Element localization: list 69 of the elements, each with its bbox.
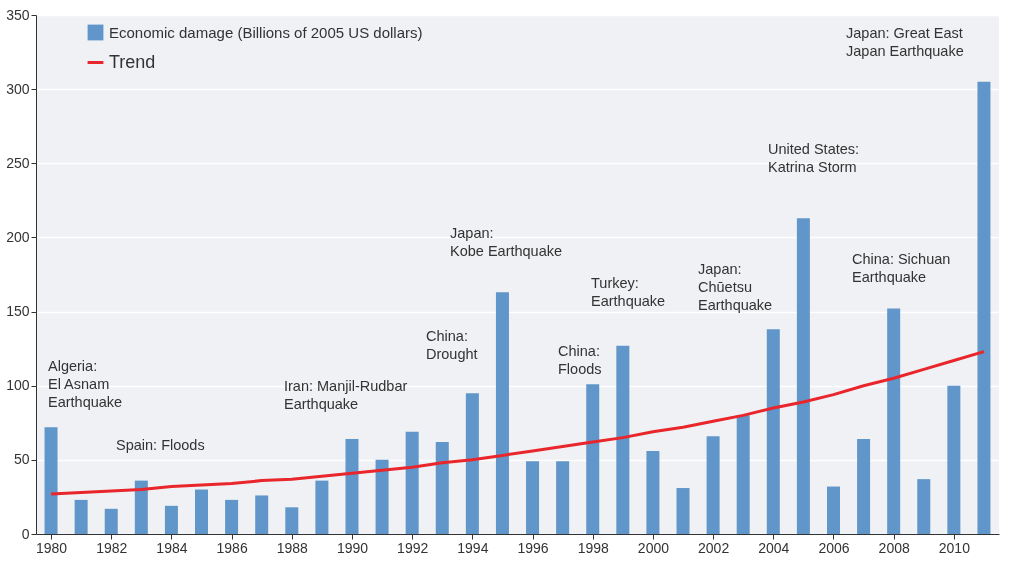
- legend-label: Economic damage (Billions of 2005 US dollars): [109, 23, 423, 41]
- x-tick-label: 2010: [938, 539, 971, 556]
- x-tick-label: 1992: [397, 539, 429, 556]
- bar: [134, 480, 148, 534]
- bar: [465, 393, 479, 534]
- annotation: China: Sichuan Earthquake: [852, 251, 951, 285]
- bar: [977, 81, 991, 534]
- x-tick-label: 1988: [276, 539, 309, 556]
- x-tick-label: 1996: [517, 539, 549, 556]
- bar: [556, 461, 570, 534]
- x-tick-label: 1994: [457, 539, 489, 556]
- bar: [74, 499, 88, 534]
- x-tick-label: 2000: [637, 539, 670, 556]
- x-tick-label: 1998: [577, 539, 610, 556]
- annotation: Japan: Chūetsu Earthquake: [698, 261, 773, 313]
- annotation: Turkey: Earthquake: [591, 275, 666, 309]
- bar: [225, 499, 239, 534]
- bar: [375, 459, 389, 534]
- annotation: Iran: Manjil-Rudbar Earthquake: [284, 378, 408, 412]
- bar: [646, 450, 660, 534]
- bar: [405, 431, 419, 534]
- y-tick-label: 50: [13, 451, 30, 468]
- y-tick-label: 150: [6, 303, 30, 320]
- annotation: Japan: Great East Japan Earthquake: [846, 25, 964, 59]
- x-tick-label: 1986: [216, 539, 248, 556]
- bar: [947, 385, 961, 534]
- y-tick-label: 300: [6, 80, 30, 97]
- annotation: United States: Katrina Storm: [768, 141, 860, 175]
- x-tick-label: 2006: [818, 539, 850, 556]
- annotation: Japan: Kobe Earthquake: [450, 225, 563, 259]
- bar: [164, 505, 178, 534]
- legend-label: Trend: [109, 51, 156, 72]
- x-tick-label: 1980: [35, 539, 68, 556]
- bar: [917, 479, 931, 534]
- y-tick-label: 200: [6, 228, 30, 245]
- bar: [857, 439, 871, 534]
- bar: [706, 436, 720, 534]
- x-tick-label: 1982: [96, 539, 128, 556]
- annotation: Algeria: El Asnam Earthquake: [48, 358, 123, 410]
- x-tick-label: 1990: [336, 539, 369, 556]
- bar: [676, 488, 690, 534]
- y-tick-label: 250: [6, 154, 30, 171]
- bar: [586, 384, 600, 534]
- bar: [887, 308, 901, 534]
- bar: [104, 508, 118, 534]
- bar: [44, 427, 58, 534]
- bar: [736, 415, 750, 534]
- annotation: Spain: Floods: [116, 437, 205, 453]
- bar: [495, 292, 509, 534]
- y-tick-label: 0: [21, 525, 30, 542]
- bar: [616, 345, 630, 534]
- bar: [315, 480, 329, 534]
- x-tick-label: 1984: [156, 539, 188, 556]
- bar: [766, 329, 780, 534]
- bar: [195, 489, 209, 534]
- bar: [526, 461, 540, 534]
- x-tick-label: 2002: [698, 539, 730, 556]
- bar: [796, 218, 810, 534]
- y-tick-label: 100: [6, 377, 30, 394]
- bar: [826, 486, 840, 534]
- annotation: China: Floods: [558, 343, 602, 377]
- bar: [345, 439, 359, 534]
- bar: [435, 442, 449, 534]
- x-tick-label: 2008: [878, 539, 910, 556]
- bar: [255, 495, 269, 534]
- y-tick-label: 350: [6, 6, 30, 23]
- x-tick-label: 2004: [758, 539, 790, 556]
- annotation: China: Drought: [426, 328, 478, 362]
- bar: [285, 507, 299, 534]
